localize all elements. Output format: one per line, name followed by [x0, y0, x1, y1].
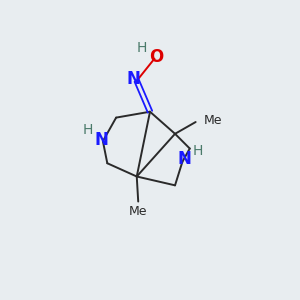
- Text: N: N: [126, 70, 140, 88]
- Text: N: N: [94, 131, 108, 149]
- Text: N: N: [178, 150, 192, 168]
- Text: H: H: [137, 40, 147, 55]
- Text: Me: Me: [129, 205, 148, 218]
- Text: Me: Me: [204, 114, 222, 127]
- Text: H: H: [83, 123, 93, 137]
- Text: H: H: [193, 144, 203, 158]
- Text: O: O: [149, 48, 163, 66]
